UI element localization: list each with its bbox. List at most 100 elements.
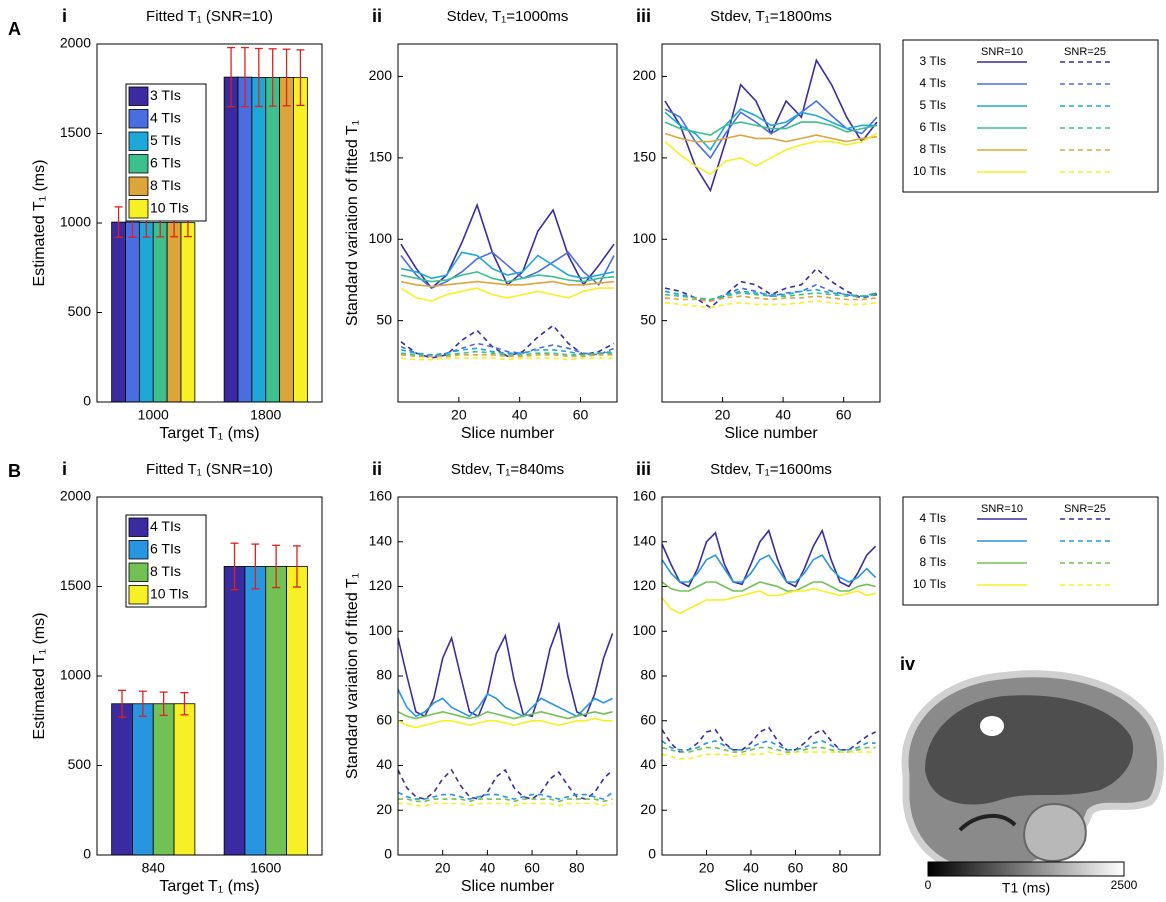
data-line — [665, 301, 877, 308]
x-tick-label: 60 — [788, 860, 804, 876]
data-line — [665, 101, 877, 158]
chart-title: Fitted T₁ (SNR=10) — [146, 461, 273, 478]
y-tick-label: 1000 — [60, 667, 91, 683]
data-line — [665, 269, 877, 308]
x-axis-label: Slice number — [461, 425, 555, 442]
legend-header: SNR=10 — [981, 503, 1023, 515]
legend-label: 8 TIs — [150, 563, 181, 579]
data-line — [398, 719, 613, 728]
panel-label: ii — [372, 459, 382, 479]
y-tick-label: 150 — [369, 149, 393, 165]
y-tick-label: 1500 — [60, 124, 91, 140]
bar — [174, 704, 195, 855]
panel-label: i — [62, 6, 67, 26]
bar — [181, 223, 195, 402]
colorbar-tick-label: 0 — [925, 878, 932, 892]
bar — [132, 704, 153, 855]
bar — [224, 77, 238, 402]
y-axis-label: Standard variation of fitted T₁ — [344, 573, 361, 779]
x-tick-label: 1000 — [138, 407, 169, 423]
x-tick-label: 40 — [512, 407, 528, 423]
panel-label: iii — [636, 459, 651, 479]
x-tick-label: 60 — [836, 407, 852, 423]
x-tick-label: 20 — [699, 860, 715, 876]
row-label: A — [8, 19, 21, 39]
legend-swatch — [129, 177, 148, 196]
y-tick-label: 100 — [369, 622, 393, 638]
legend-swatch — [129, 132, 148, 151]
data-line — [662, 531, 876, 587]
panel-label: ii — [372, 6, 382, 26]
legend-label: 4 TIs — [920, 76, 946, 90]
y-tick-label: 100 — [633, 622, 657, 638]
legend-label: 3 TIs — [150, 87, 181, 103]
row-label: B — [8, 461, 21, 481]
y-axis-label: Estimated T₁ (ms) — [31, 613, 48, 740]
x-tick-label: 40 — [743, 860, 759, 876]
legend-label: 10 TIs — [150, 199, 189, 215]
bar — [266, 566, 287, 855]
chart-title: Stdev, T₁=840ms — [451, 461, 564, 478]
legend-swatch — [129, 563, 148, 582]
data-line — [401, 272, 614, 282]
x-axis-label: Target T₁ (ms) — [159, 878, 259, 895]
y-tick-label: 1000 — [60, 214, 91, 230]
chart-title: Stdev, T₁=1600ms — [710, 461, 832, 478]
bar — [112, 704, 133, 855]
x-tick-label: 20 — [715, 407, 731, 423]
x-tick-label: 1800 — [250, 407, 281, 423]
bar — [167, 222, 181, 402]
legend-label: 10 TIs — [913, 577, 946, 591]
legend-swatch — [129, 586, 148, 605]
legend-label: 6 TIs — [920, 120, 946, 134]
y-tick-label: 500 — [68, 756, 92, 772]
y-tick-label: 40 — [640, 756, 656, 772]
bar — [153, 222, 167, 402]
y-tick-label: 60 — [640, 711, 656, 727]
bar — [238, 77, 252, 402]
y-tick-label: 200 — [633, 67, 657, 83]
x-tick-label: 20 — [451, 407, 467, 423]
x-tick-label: 20 — [435, 860, 451, 876]
x-tick-label: 40 — [480, 860, 496, 876]
y-tick-label: 0 — [83, 393, 91, 409]
colorbar — [928, 862, 1124, 876]
y-tick-label: 40 — [376, 756, 392, 772]
y-tick-label: 140 — [369, 532, 393, 548]
y-tick-label: 2000 — [60, 35, 91, 51]
legend-header: SNR=25 — [1064, 503, 1106, 515]
bar — [280, 77, 294, 402]
y-tick-label: 50 — [376, 311, 392, 327]
data-line — [398, 625, 613, 717]
x-axis-label: Slice number — [724, 425, 818, 442]
bar — [245, 566, 266, 855]
y-tick-label: 160 — [633, 488, 657, 504]
legend-label: 6 TIs — [150, 540, 181, 556]
bar — [153, 704, 174, 855]
bar — [224, 566, 245, 855]
bar — [112, 222, 126, 402]
legend-swatch — [129, 541, 148, 560]
y-tick-label: 100 — [369, 230, 393, 246]
legend-label: 4 TIs — [150, 518, 181, 534]
y-tick-label: 80 — [640, 667, 656, 683]
panel-label: i — [62, 459, 67, 479]
x-tick-label: 1600 — [250, 860, 281, 876]
legend-label: 5 TIs — [150, 132, 181, 148]
y-tick-label: 20 — [376, 801, 392, 817]
legend-label: 8 TIs — [920, 142, 946, 156]
legend-label: 10 TIs — [150, 585, 189, 601]
x-tick-label: 60 — [573, 407, 589, 423]
legend-label: 6 TIs — [150, 154, 181, 170]
legend-label: 8 TIs — [150, 177, 181, 193]
bar — [252, 77, 266, 402]
bar — [287, 566, 308, 855]
x-tick-label: 80 — [832, 860, 848, 876]
y-tick-label: 0 — [83, 846, 91, 862]
x-tick-label: 80 — [569, 860, 585, 876]
y-tick-label: 200 — [369, 67, 393, 83]
y-tick-label: 50 — [640, 311, 656, 327]
x-axis-label: Slice number — [461, 878, 555, 895]
data-line — [401, 288, 614, 301]
y-tick-label: 500 — [68, 303, 92, 319]
